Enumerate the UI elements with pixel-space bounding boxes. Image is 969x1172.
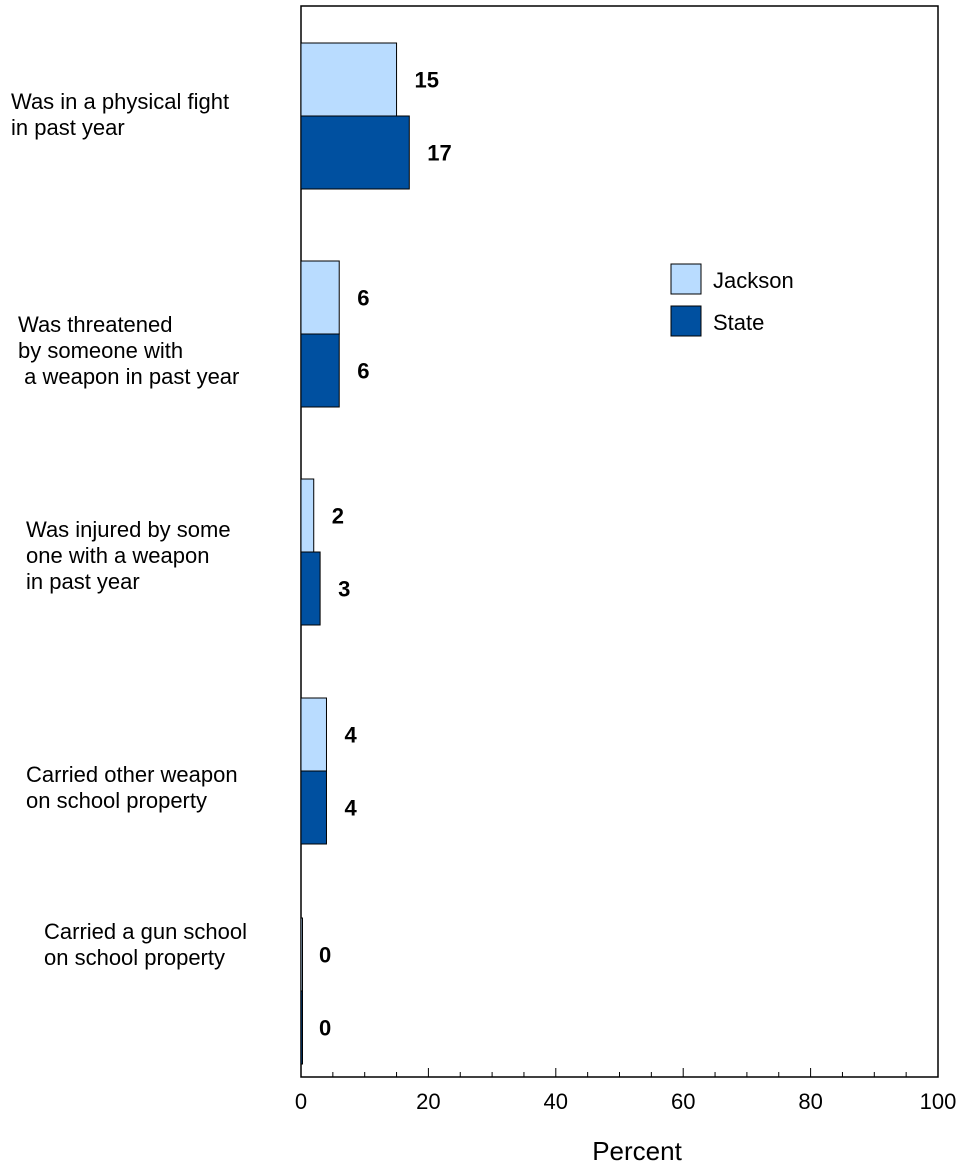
data-label: 4 <box>344 796 357 821</box>
data-label: 17 <box>427 141 451 166</box>
data-label: 3 <box>338 577 350 602</box>
bar-jackson <box>300 697 327 772</box>
bar-state <box>300 551 321 626</box>
data-label: 0 <box>319 1016 331 1041</box>
x-tick-label: 40 <box>544 1089 568 1114</box>
category-label: Carried other weapon on school property <box>26 762 238 813</box>
bar-jackson <box>300 42 398 117</box>
data-label: 0 <box>319 943 331 968</box>
data-label: 15 <box>415 68 439 93</box>
category-label: Carried a gun school on school property <box>44 919 247 970</box>
legend-swatch-state <box>670 305 702 337</box>
legend-label: State <box>713 310 764 335</box>
x-tick-label: 0 <box>295 1089 307 1114</box>
category-label: Was in a physical fight in past year <box>11 89 229 140</box>
data-label: 6 <box>357 359 369 384</box>
bar-state <box>300 990 303 1065</box>
legend-swatch-jackson <box>670 263 702 295</box>
bar-state <box>300 115 410 190</box>
data-label: 6 <box>357 286 369 311</box>
x-axis-title: Percent <box>592 1136 682 1166</box>
bars-group <box>300 42 410 1065</box>
x-tick-label: 80 <box>798 1089 822 1114</box>
value-labels-group: 15 17 6 6 2 3 4 4 0 0 <box>319 68 452 1041</box>
x-tick-label: 100 <box>920 1089 957 1114</box>
legend: Jackson State <box>670 263 794 337</box>
data-label: 4 <box>344 723 357 748</box>
category-label: Was injured by some one with a weapon in p… <box>26 517 231 594</box>
x-tick-label: 20 <box>416 1089 440 1114</box>
bar-jackson <box>300 917 303 992</box>
bar-state <box>300 770 327 845</box>
data-label: 2 <box>332 504 344 529</box>
x-tick-label: 60 <box>671 1089 695 1114</box>
legend-label: Jackson <box>713 268 794 293</box>
bar-jackson <box>300 478 315 553</box>
bar-state <box>300 333 340 408</box>
bar-jackson <box>300 260 340 335</box>
category-label: Was threatened by someone with a weapon i… <box>18 312 239 389</box>
x-axis: 0 20 40 60 80 100 <box>295 1068 956 1114</box>
category-labels-group: Was in a physical fight in past year Was t… <box>11 89 247 970</box>
